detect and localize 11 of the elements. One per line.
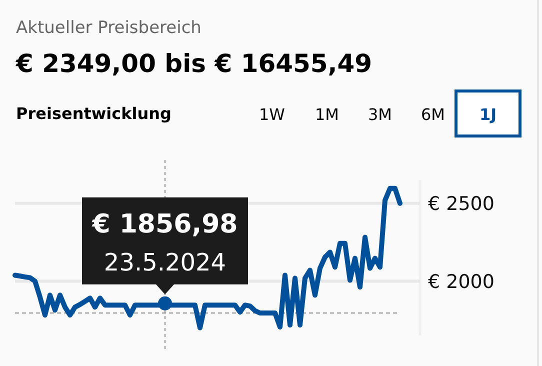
text: 1W [259,105,286,124]
y-tick-label: € 2500 [428,192,494,215]
y-tick-label: € 2000 [428,270,494,293]
annotation: € 1856,98 23.5.2024 [91,209,238,276]
text: Preisentwicklung [16,104,172,123]
text: 3M [368,105,392,124]
chart-subtitle: € 2349,00 bis € 16455,49 [15,49,372,78]
text: 6M [421,105,445,124]
text: 1M [315,105,339,124]
text: 1J [479,105,497,124]
chart-title: Aktueller Preisbereich [16,18,202,38]
